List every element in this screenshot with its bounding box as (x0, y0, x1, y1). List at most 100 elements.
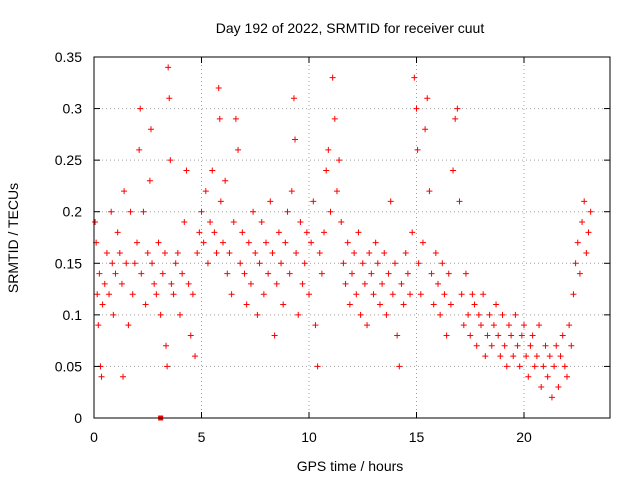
data-point (109, 260, 116, 267)
data-point (144, 249, 151, 256)
data-point (224, 270, 231, 277)
data-point (290, 95, 297, 102)
data-point (482, 353, 489, 360)
data-point (134, 239, 140, 246)
data-point (170, 291, 177, 298)
data-point (486, 311, 493, 318)
data-point (306, 291, 312, 298)
data-point (392, 260, 398, 267)
data-point (167, 157, 174, 164)
data-point (555, 384, 562, 391)
data-point (471, 301, 478, 308)
data-point (529, 332, 536, 339)
data-point (163, 342, 170, 349)
data-point (174, 249, 181, 256)
data-point (394, 332, 401, 339)
x-tick-label: 0 (90, 429, 98, 445)
data-point (308, 239, 315, 246)
data-point (147, 126, 154, 133)
data-point (288, 188, 295, 195)
data-point (559, 332, 566, 339)
data-point (469, 291, 476, 298)
data-point (215, 84, 222, 91)
data-point (525, 373, 532, 380)
data-point (209, 167, 216, 174)
data-point (228, 291, 235, 298)
data-point (475, 311, 482, 318)
data-point (333, 188, 340, 195)
data-point (129, 291, 136, 298)
data-point (473, 342, 480, 349)
data-point (383, 311, 390, 318)
data-point (166, 95, 173, 102)
grid-lines (93, 56, 610, 419)
data-point (495, 332, 502, 339)
data-point (282, 239, 289, 246)
data-point (273, 280, 280, 287)
data-point (286, 270, 293, 277)
data-point (379, 280, 386, 287)
data-point (127, 208, 134, 215)
data-point (252, 249, 259, 256)
data-point (275, 229, 282, 236)
data-point (161, 249, 168, 256)
data-point (247, 280, 254, 287)
data-point (572, 260, 579, 267)
data-point (387, 198, 394, 205)
data-point (368, 270, 375, 277)
data-point (318, 270, 325, 277)
data-point (349, 270, 355, 277)
data-point (465, 311, 472, 318)
data-point (146, 177, 153, 184)
data-point (211, 229, 218, 236)
data-point (303, 229, 310, 236)
x-tick-label: 15 (409, 429, 425, 445)
data-point (553, 342, 560, 349)
data-point (432, 249, 439, 256)
y-axis-label: SRMTID / TECUs (5, 183, 21, 293)
data-point (411, 74, 418, 81)
data-point (321, 229, 328, 236)
data-point (381, 249, 388, 256)
y-tick-labels: 0 0.05 0.1 0.15 0.2 0.25 0.3 0.35 (55, 49, 82, 426)
data-point (269, 249, 276, 256)
data-point (138, 270, 145, 277)
data-point (376, 301, 383, 308)
data-point (404, 270, 411, 277)
data-point (194, 249, 201, 256)
data-point (503, 363, 510, 370)
data-point (521, 322, 527, 329)
data-point (548, 394, 555, 401)
data-point (241, 270, 248, 277)
data-point (295, 311, 302, 318)
data-point (179, 270, 186, 277)
data-point (533, 353, 540, 360)
data-point (245, 239, 252, 246)
data-point (576, 270, 583, 277)
data-point (220, 239, 226, 246)
data-point (516, 363, 523, 370)
data-point (426, 188, 433, 195)
data-point (136, 146, 143, 153)
data-point (96, 270, 103, 277)
data-point (355, 229, 362, 236)
data-point (95, 322, 102, 329)
data-point (230, 219, 237, 226)
data-point (336, 157, 343, 164)
data-point (181, 219, 188, 226)
data-point (579, 219, 586, 226)
data-point (192, 353, 199, 360)
data-point (490, 322, 497, 329)
data-point (359, 260, 366, 267)
data-point (462, 270, 469, 277)
data-point (353, 291, 360, 298)
data-point (258, 219, 265, 226)
data-point (118, 280, 125, 287)
data-point (493, 301, 500, 308)
x-tick-label: 20 (516, 429, 532, 445)
data-point (447, 301, 454, 308)
data-point (202, 188, 209, 195)
data-point (103, 249, 110, 256)
data-point (123, 260, 130, 267)
